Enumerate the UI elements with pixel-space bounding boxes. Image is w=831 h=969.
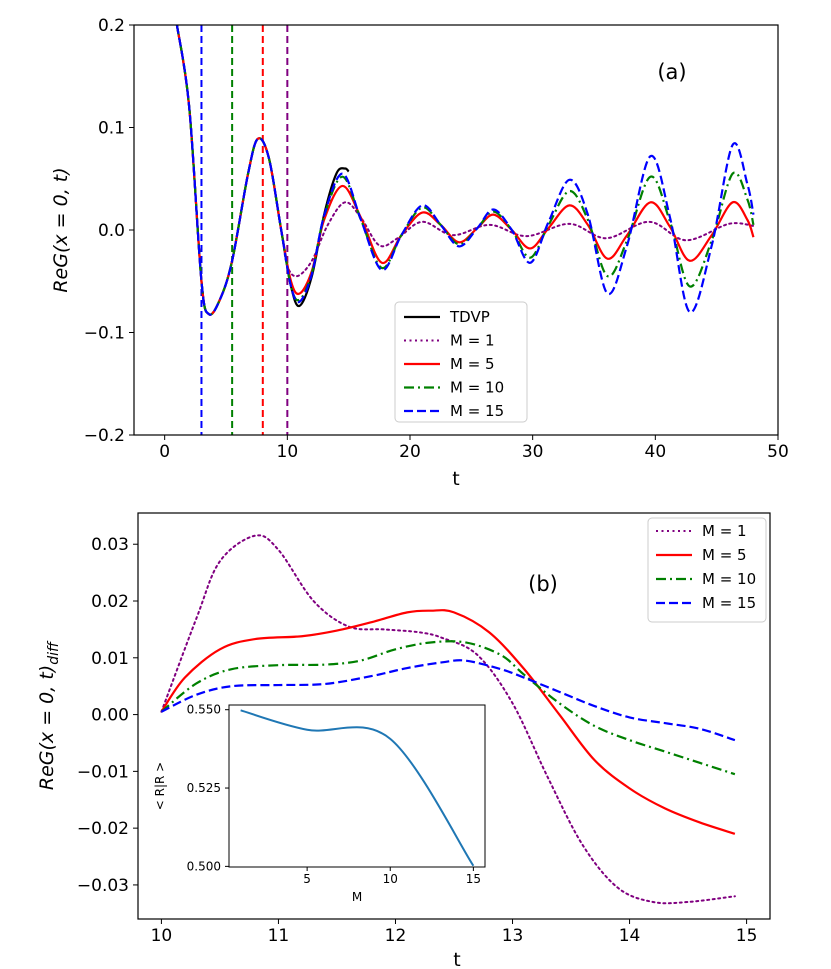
panel-b: 10 11 12 13 14 15 −0.03 −0.02 −0.01 0.00 0.01 0.02 0… (36, 512, 771, 969)
inset-xtick-label: 5 (303, 872, 311, 886)
panel-a-legend-box (394, 301, 528, 423)
inset-ylabel: < R|R > (153, 762, 167, 810)
panel-b-legend-entries: M = 1 M = 5 M = 10 M = 15 (656, 522, 756, 612)
panel-b-legend-label-m-5: M = 5 (702, 546, 747, 564)
panel-a-label: (a) (657, 60, 686, 84)
panel-b-series-m-10 (160, 640, 736, 776)
panel-a-ytick-label: 0.2 (98, 16, 125, 36)
panel-b-ylabel: ReG(x = 0, t)diff (36, 640, 62, 790)
panel-b-xtick-label: 11 (268, 926, 290, 946)
panel-b-legend-label-m-1: M = 1 (702, 522, 747, 540)
panel-b-xtick-label: 10 (151, 926, 173, 946)
panel-a-frame (133, 24, 779, 436)
inset-xtick-label: 15 (466, 872, 481, 886)
panel-a-legend-label-m-5: M = 5 (450, 355, 495, 373)
panel-a-xtick-label: 40 (645, 442, 667, 462)
panel-b-ytick-label: 0.01 (91, 649, 129, 669)
panel-b-ticks: 10 11 12 13 14 15 −0.03 −0.02 −0.01 0.00 0.01 0.02 0… (77, 535, 758, 946)
inset-ticks: 5 10 15 0.500 0.525 0.550 (187, 703, 481, 886)
panel-a-xtick-label: 50 (767, 442, 789, 462)
panel-b-ytick-label: 0.02 (91, 592, 129, 612)
panel-b-ytick-label: 0.00 (91, 706, 129, 726)
panel-b-ytick-label: −0.03 (77, 876, 129, 896)
inset-frame (228, 704, 486, 868)
panel-b-xtick-label: 14 (619, 926, 641, 946)
panel-a-ytick-label: −0.2 (84, 426, 125, 446)
panel-a-legend: TDVP M = 1 M = 5 M = 10 M = 15 (394, 301, 528, 423)
panel-b-legend: M = 1 M = 5 M = 10 M = 15 (647, 517, 767, 623)
panel-a: 0 10 20 30 40 50 −0.2 −0.1 0.0 0.1 0.2 (a) t ReG(x… (50, 16, 789, 490)
panel-b-ytick-label: 0.03 (91, 535, 129, 555)
panel-b-xtick-label: 15 (736, 926, 758, 946)
inset-ytick-label: 0.525 (187, 781, 221, 795)
panel-b-ylabel-main: ReG(x = 0, t) (36, 665, 58, 790)
panel-a-ytick-label: 0.0 (98, 221, 125, 241)
panel-b-frame (137, 512, 771, 920)
inset-xtick-label: 10 (383, 872, 398, 886)
panel-a-legend-label-m-15: M = 15 (450, 402, 504, 420)
panel-b-legend-box (647, 517, 767, 623)
panel-b-ytick-label: −0.01 (77, 762, 129, 782)
panel-b-series (160, 534, 736, 905)
panel-a-legend-label-m-10: M = 10 (450, 379, 504, 397)
panel-b-series-m-1 (160, 534, 736, 905)
panel-b-ytick-label: −0.02 (77, 819, 129, 839)
panel-b-legend-label-m-15: M = 15 (702, 594, 756, 612)
inset-series (240, 709, 475, 867)
panel-a-vertical-markers (200, 25, 289, 435)
panel-a-series (175, 25, 755, 316)
panel-b-xtick-label: 13 (502, 926, 524, 946)
panel-b-legend-label-m-10: M = 10 (702, 570, 756, 588)
panel-a-xtick-label: 0 (159, 442, 170, 462)
panel-a-xtick-label: 30 (522, 442, 544, 462)
panel-b-xlabel: t (453, 949, 460, 969)
panel-a-series-m-15 (175, 25, 755, 316)
panel-a-legend-entries: TDVP M = 1 M = 5 M = 10 M = 15 (404, 308, 504, 420)
panel-b-label: (b) (528, 572, 558, 596)
panel-a-ylabel: ReG(x = 0, t) (50, 167, 72, 292)
inset-xlabel: M (352, 890, 362, 904)
panel-a-series-m-5 (175, 25, 755, 316)
panel-a-ticks: 0 10 20 30 40 50 −0.2 −0.1 0.0 0.1 0.2 (84, 16, 789, 462)
panel-b-series-m-5 (160, 609, 736, 835)
panel-a-ytick-label: 0.1 (98, 119, 125, 139)
panel-a-legend-label-m-1: M = 1 (450, 332, 495, 350)
panel-a-xtick-label: 20 (399, 442, 421, 462)
inset-series-r-r (240, 709, 475, 867)
panel-b-series-m-15 (160, 659, 736, 742)
panel-b-ylabel-subscript: diff (46, 640, 62, 665)
panel-a-series-m-1 (175, 25, 755, 316)
panel-a-xlabel: t (452, 468, 459, 490)
inset-ytick-label: 0.550 (187, 703, 221, 717)
panel-a-ytick-label: −0.1 (84, 324, 125, 344)
panel-a-legend-label-tdvp: TDVP (449, 308, 490, 326)
inset-plot: 5 10 15 0.500 0.525 0.550 M < R|R > (153, 703, 486, 904)
panel-a-xtick-label: 10 (277, 442, 299, 462)
panel-b-xtick-label: 12 (385, 926, 407, 946)
inset-ytick-label: 0.500 (187, 859, 221, 873)
